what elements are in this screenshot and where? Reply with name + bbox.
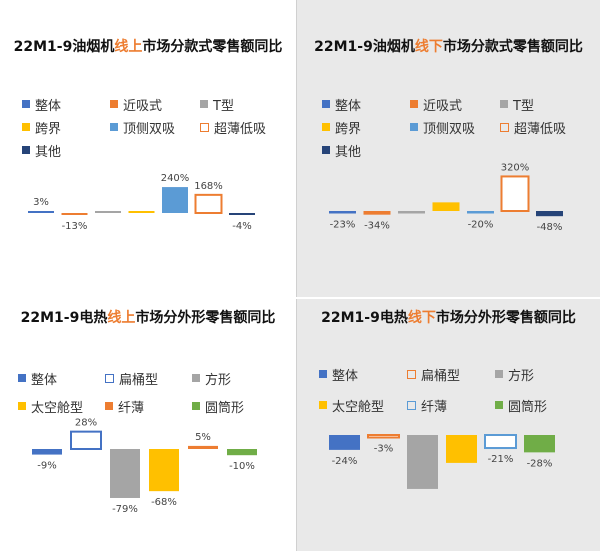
chart-title-highlight: 线下 [414,39,443,55]
bar-data-label: -4% [232,221,251,232]
bar-data-label: -13% [62,221,88,232]
chart-title: 22M1-9油烟机线上市场分款式零售额同比 [8,38,288,57]
legend-item: 方形 [495,365,534,384]
bar-data-label: -10% [229,461,255,472]
bar-chart: -9% 28% -79% -68% 5% -10% [32,418,257,515]
chart-title-part: 22M1-9电热 [321,310,408,326]
legend-item: 扁桶型 [105,369,158,388]
bar [194,193,223,215]
bar-data-label: 5% [195,432,211,443]
bar-data-label: -20% [468,220,494,231]
legend-item: 纤薄 [105,397,144,416]
legend-item: 方形 [192,369,231,388]
chart-title-part: 市场分外形零售额同比 [435,310,576,326]
bar [149,449,179,492]
chart-title-highlight: 线上 [114,39,143,55]
bar-data-label: 320% [501,162,530,173]
chart-panel-oil-online: 22M1-9油烟机线上市场分款式零售额同比 整体 近吸式 T型 跨界 顶侧双吸 … [0,0,296,297]
bar [28,211,54,213]
chart-title-part: 22M1-9油烟机 [314,39,415,55]
legend-item: 整体 [322,95,361,114]
legend-item: 其他 [322,141,361,160]
bar [95,211,121,213]
bar [432,202,460,211]
bar [524,435,555,453]
bar-data-label: -68% [151,497,177,508]
legend-item: 整体 [22,95,61,114]
legend-item: 圆筒形 [495,396,547,415]
bar-data-label: 168% [194,181,223,192]
bar-chart: -23% -34% -20% 320% -48% [329,162,563,233]
bar [32,449,62,455]
legend-item: 超薄低吸 [500,118,566,137]
bar-data-label: -28% [527,458,553,469]
legend-item: 近吸式 [410,95,462,114]
chart-title: 22M1-9电热线下市场分外形零售额同比 [305,309,592,328]
chart-panel-oil-offline: 22M1-9油烟机线下市场分款式零售额同比 整体 近吸式 T型 跨界 顶侧双吸 … [297,0,600,297]
bar [61,213,88,215]
chart-title-part: 市场分款式零售额同比 [442,39,583,55]
legend-item: 近吸式 [110,95,162,114]
bar [162,187,188,213]
bar-data-label: -34% [364,221,390,232]
bar-data-label: -24% [332,456,358,467]
legend-item: 太空舱型 [319,396,384,415]
legend-item: 跨界 [22,118,61,137]
chart-title-part: 市场分外形零售额同比 [135,310,276,326]
legend-item: 扁桶型 [407,365,460,384]
chart-title-part: 市场分款式零售额同比 [142,39,283,55]
bar [227,449,257,456]
legend-item: 整体 [18,369,57,388]
legend-item: 太空舱型 [18,397,83,416]
bar [363,211,391,215]
bar [536,211,563,217]
bar [110,449,140,498]
chart-panel-heater-online: 22M1-9电热线上市场分外形零售额同比 整体 扁桶型 方形 太空舱型 纤薄 圆… [0,299,296,551]
bar [188,445,218,449]
bar [70,430,102,450]
bar [329,211,356,214]
bar [229,213,255,215]
chart-title: 22M1-9电热线上市场分外形零售额同比 [8,309,288,328]
chart-title-part: 22M1-9油烟机 [13,39,115,55]
legend-item: 纤薄 [407,396,447,415]
bar-data-label: 28% [75,418,97,429]
bar-data-label: -3% [374,444,393,455]
bar [446,435,477,463]
bar [407,435,438,489]
legend-item: 跨界 [322,118,361,137]
bar-data-label: -48% [537,222,563,233]
legend-item: 顶侧双吸 [110,118,175,137]
bar-chart: -24% -3% -21% -28% [329,434,555,489]
bar-chart: 3% -13% 240% 168% -4% [28,173,255,232]
chart-panel-heater-offline: 22M1-9电热线下市场分外形零售额同比 整体 扁桶型 方形 太空舱型 纤薄 圆… [297,299,600,551]
legend-item: 整体 [319,365,358,384]
legend-item: 其他 [22,141,61,160]
legend-item: 超薄低吸 [200,118,266,137]
legend-item: T型 [500,95,534,114]
chart-title-part: 22M1-9电热 [20,310,108,326]
bar [128,211,155,213]
bar [398,211,425,214]
bar [367,434,400,439]
bar-data-label: -23% [330,220,356,231]
bar [484,434,517,450]
bar-data-label: -21% [488,454,514,465]
bar-data-label: -9% [37,461,56,472]
chart-title-highlight: 线下 [407,310,436,326]
bar-data-label: -79% [112,504,138,515]
legend-item: 圆筒形 [192,397,244,416]
legend-item: 顶侧双吸 [410,118,475,137]
legend-item: T型 [200,95,234,114]
bar [329,435,360,450]
bar [467,211,494,214]
bar-data-label: 240% [161,173,190,184]
chart-title-highlight: 线上 [107,310,136,326]
bar [500,175,530,213]
chart-title: 22M1-9油烟机线下市场分款式零售额同比 [305,38,592,57]
bar-data-label: 3% [33,197,49,208]
